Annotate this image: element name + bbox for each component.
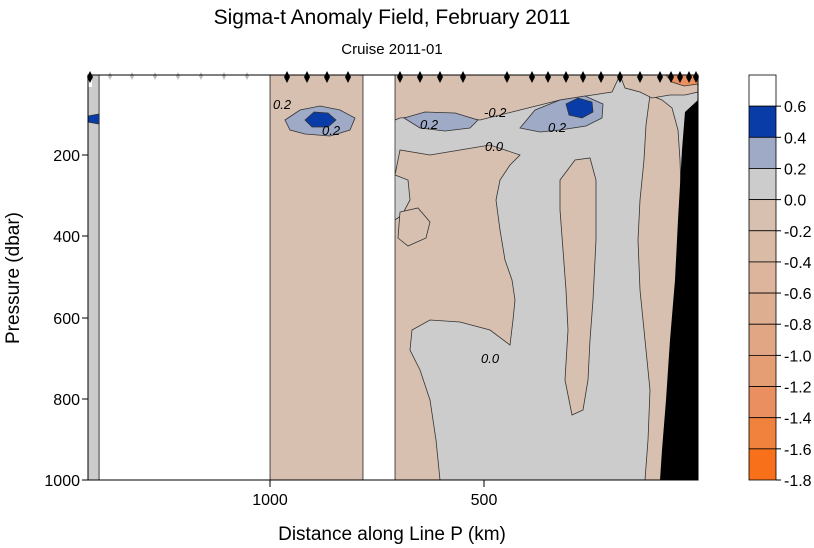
station-marker [504, 71, 510, 83]
contour-label: 0.0 [485, 139, 504, 154]
colorbar-swatch [748, 417, 777, 450]
negative-region-left [269, 74, 364, 481]
colorbar-label: 0.2 [784, 161, 806, 178]
gap-left [100, 75, 270, 480]
positive-patch-2 [403, 111, 479, 132]
negative-eddy [397, 207, 431, 247]
contour-label: 0.0 [481, 351, 500, 366]
station-marker [460, 71, 466, 83]
contour-labels: 0.2 0.2 0.2 0.2 0.0 0.0 -0.2 [273, 97, 567, 366]
chart-title: Sigma-t Anomaly Field, February 2011 [214, 6, 571, 29]
y-axis: 200 400 600 800 1000 Pressure (dbar) [3, 148, 88, 490]
colorbar-swatch [748, 448, 777, 481]
station-marker [304, 71, 310, 83]
station-marker [284, 71, 290, 83]
colorbar-label: 0.6 [784, 99, 806, 116]
station-marker [529, 71, 535, 83]
station-marker [563, 71, 569, 83]
no-data-gaps [88, 75, 395, 480]
colorbar-swatch [748, 292, 777, 325]
colorbar-label: -1.0 [784, 348, 812, 365]
station-markers-faint [108, 72, 249, 80]
station-marker [417, 71, 423, 83]
station-marker-faint [130, 72, 134, 80]
x-tick-label: 1000 [252, 492, 288, 509]
colorbar-swatch [748, 136, 777, 169]
station-marker [617, 71, 623, 83]
y-tick-label: 600 [53, 311, 80, 328]
colorbar-label: -0.8 [784, 317, 812, 334]
colorbar-swatch [748, 261, 777, 294]
station-marker-faint [245, 72, 249, 80]
station-marker [668, 71, 674, 83]
colorbar-label: -0.2 [784, 224, 812, 241]
station-marker-faint [108, 72, 112, 80]
contour-label: 0.2 [273, 97, 292, 112]
y-tick-label: 400 [53, 229, 80, 246]
colorbar-swatch [748, 105, 777, 138]
station-marker [397, 71, 403, 83]
colorbar-label: -1.2 [784, 380, 812, 397]
y-axis-title: Pressure (dbar) [3, 212, 24, 344]
x-tick-label: 500 [471, 492, 498, 509]
plot-frame [87, 74, 699, 481]
positive-core-1 [304, 111, 337, 128]
colorbar-label: -1.8 [784, 473, 812, 490]
y-tick-label: 1000 [44, 473, 80, 490]
station-marker [324, 71, 330, 83]
positive-regions [87, 74, 699, 137]
station-markers [87, 71, 699, 83]
positive-core-3 [565, 97, 594, 119]
colorbar-label: -1.6 [784, 442, 812, 459]
gap-middle [363, 75, 395, 480]
chart-subtitle: Cruise 2011-01 [341, 41, 442, 58]
positive-sliver [87, 113, 100, 125]
bathymetry [660, 100, 698, 480]
colorbar-label: -1.4 [784, 411, 812, 428]
colorbar-swatch [748, 199, 777, 232]
contour-label: 0.2 [548, 120, 567, 135]
colorbar-swatch [748, 386, 777, 419]
negative-band [559, 157, 597, 416]
station-marker [437, 71, 443, 83]
colorbar-label: -0.6 [784, 286, 812, 303]
plot-area: 0.2 0.2 0.2 0.2 0.0 0.0 -0.2 [87, 71, 699, 481]
colorbar-swatch [748, 168, 777, 201]
colorbar: 0.6 0.4 0.2 0.0 -0.2 -0.4 -0.6 -0.8 -1.0 -1.2 -1.4… [748, 74, 812, 490]
station-marker-faint [222, 72, 226, 80]
station-marker-faint [176, 72, 180, 80]
colorbar-swatch [748, 230, 777, 263]
colorbar-swatch [748, 74, 777, 107]
contour-label: 0.2 [420, 117, 439, 132]
x-axis: 1000 500 Distance along Line P (km) [252, 480, 506, 545]
station-marker [598, 71, 604, 83]
station-marker [677, 71, 683, 83]
negative-region-mid-shallow [394, 74, 621, 121]
gap-borders [98, 75, 396, 480]
colorbar-swatch [748, 323, 777, 356]
colorbar-label: -0.4 [784, 255, 812, 272]
y-tick-label: 800 [53, 392, 80, 409]
station-marker-faint [199, 72, 203, 80]
y-tick-label: 200 [53, 148, 80, 165]
x-axis-title: Distance along Line P (km) [278, 524, 506, 545]
colorbar-swatch [748, 354, 777, 387]
contour-label: -0.2 [484, 105, 507, 120]
station-marker [580, 71, 586, 83]
station-marker [686, 71, 692, 83]
colorbar-label: 0.4 [784, 130, 806, 147]
station-marker [657, 71, 663, 83]
colorbar-label: 0.0 [784, 193, 806, 210]
station-marker [345, 71, 351, 83]
station-marker [545, 71, 551, 83]
station-marker-faint [153, 72, 157, 80]
contour-label: 0.2 [322, 123, 341, 138]
negative-regions [269, 74, 699, 481]
station-marker [637, 71, 643, 83]
